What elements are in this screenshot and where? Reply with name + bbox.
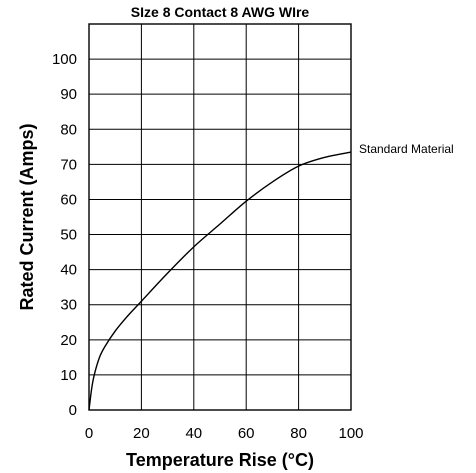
x-axis-title: Temperature Rise (°C) [126, 450, 314, 470]
grid [89, 24, 351, 410]
x-tick-label: 0 [85, 425, 93, 442]
x-tick-label: 40 [185, 425, 202, 442]
y-tick-label: 20 [60, 332, 77, 349]
series-label: Standard Material [359, 142, 454, 156]
x-tick-label: 20 [133, 425, 150, 442]
x-tick-label: 100 [338, 425, 363, 442]
y-axis-title: Rated Current (Amps) [17, 123, 37, 310]
x-tick-labels: 0 20 40 60 80 100 [85, 425, 364, 442]
y-tick-label: 0 [69, 402, 77, 419]
y-tick-label: 90 [60, 86, 77, 103]
series-layer: Standard Material [88, 142, 454, 411]
series-line [88, 151, 352, 411]
y-tick-label: 70 [60, 156, 77, 173]
y-tick-label: 40 [60, 262, 77, 279]
y-tick-label: 50 [60, 227, 77, 244]
y-tick-label: 80 [60, 121, 77, 138]
x-tick-label: 80 [290, 425, 307, 442]
y-tick-label: 100 [52, 51, 77, 68]
y-tick-labels: 0 10 20 30 40 50 60 70 80 90 100 [52, 51, 77, 419]
plot-frame [88, 23, 352, 411]
chart-title: SIze 8 Contact 8 AWG WIre [131, 4, 310, 20]
y-tick-label: 10 [60, 367, 77, 384]
x-tick-label: 60 [238, 425, 255, 442]
y-tick-label: 30 [60, 297, 77, 314]
y-tick-label: 60 [60, 191, 77, 208]
